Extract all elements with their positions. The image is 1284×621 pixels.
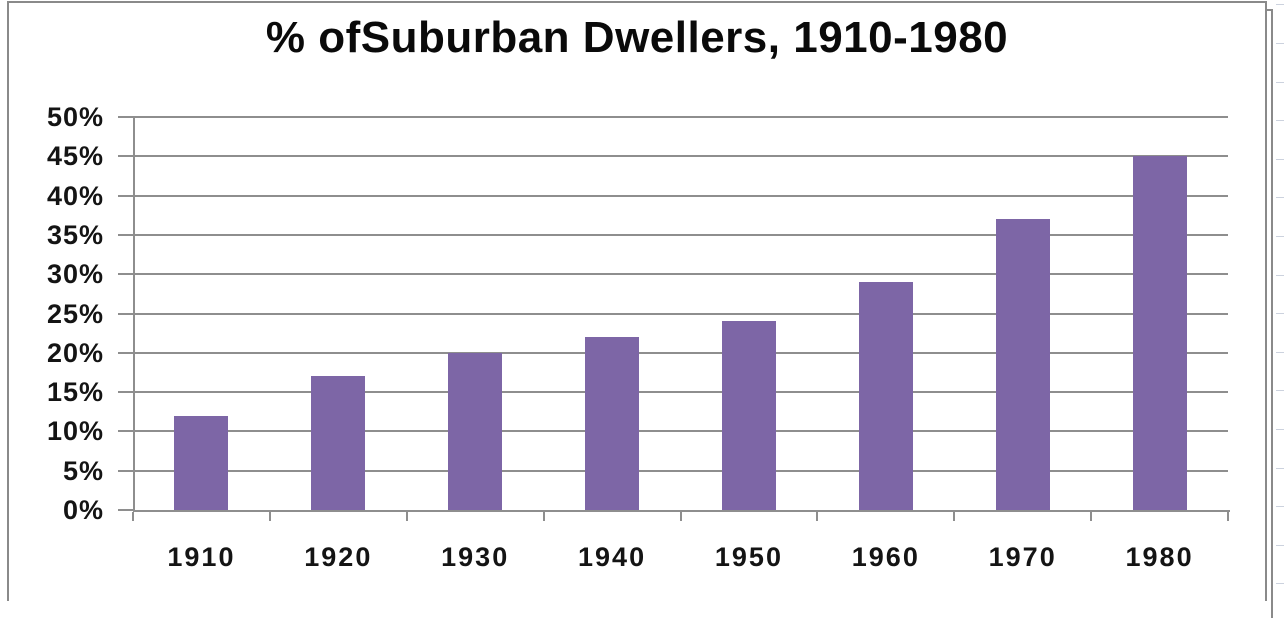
y-axis-tick xyxy=(118,469,133,472)
excel-row-gridline xyxy=(1276,120,1284,121)
y-gridline xyxy=(133,155,1228,158)
y-axis-line xyxy=(133,117,135,512)
chart-frame-right-edge-stub xyxy=(1267,9,1273,11)
chart-title: % ofSuburban Dwellers, 1910-1980 xyxy=(265,13,1009,62)
x-axis-label: 1920 xyxy=(304,542,373,572)
y-gridline xyxy=(133,312,1228,315)
x-axis-label: 1980 xyxy=(1125,542,1194,572)
y-axis-tick xyxy=(118,116,133,118)
y-gridline xyxy=(133,116,1228,118)
x-axis-line xyxy=(133,510,1230,512)
x-axis-tick xyxy=(132,512,134,521)
y-gridline xyxy=(133,391,1228,394)
y-gridline xyxy=(133,469,1228,472)
y-axis-tick xyxy=(118,155,133,158)
y-axis-tick xyxy=(118,273,133,276)
y-axis-label: 50% xyxy=(46,102,104,132)
y-gridline xyxy=(133,194,1228,197)
excel-row-gridline xyxy=(1276,43,1284,44)
y-axis-tick xyxy=(118,391,133,394)
x-axis-tick xyxy=(1090,512,1093,521)
x-axis-label: 1960 xyxy=(851,542,920,572)
bar-1930[interactable] xyxy=(448,352,503,510)
x-axis-label: 1930 xyxy=(441,542,510,572)
y-gridline xyxy=(133,351,1228,354)
bar-1910[interactable] xyxy=(174,415,229,510)
chart-frame-right-edge xyxy=(1271,9,1273,618)
y-axis-tick xyxy=(118,233,133,236)
excel-row-gridline xyxy=(1276,506,1284,507)
x-axis-tick xyxy=(1227,512,1229,521)
bar-1940[interactable] xyxy=(585,337,640,510)
excel-row-gridline xyxy=(1276,313,1284,314)
x-axis-tick xyxy=(405,512,408,521)
y-axis-label: 15% xyxy=(46,377,104,408)
excel-row-gridline xyxy=(1276,545,1284,546)
excel-row-gridline xyxy=(1276,236,1284,237)
excel-row-gridline xyxy=(1276,197,1284,198)
excel-row-gridline xyxy=(1276,429,1284,430)
x-axis-tick xyxy=(268,512,271,521)
bar-1920[interactable] xyxy=(311,376,366,510)
y-axis-tick xyxy=(118,430,133,433)
y-axis-label: 10% xyxy=(46,416,104,447)
y-axis-label: 30% xyxy=(46,259,104,290)
y-axis-label: 5% xyxy=(62,455,104,486)
y-axis-tick xyxy=(118,509,133,511)
excel-row-gridline xyxy=(1276,583,1284,584)
x-axis-label: 1970 xyxy=(988,542,1057,572)
excel-row-gridline xyxy=(1276,159,1284,160)
x-axis-tick xyxy=(542,512,545,521)
y-axis-label: 35% xyxy=(46,219,104,250)
excel-row-gridline xyxy=(1276,275,1284,276)
excel-row-gridline xyxy=(1276,4,1284,5)
excel-row-gridline xyxy=(1276,352,1284,353)
y-axis-tick xyxy=(118,194,133,197)
y-axis-label: 20% xyxy=(46,337,104,368)
y-axis-tick xyxy=(118,351,133,354)
x-axis-tick xyxy=(679,512,682,521)
y-gridline xyxy=(133,430,1228,433)
x-axis-tick xyxy=(953,512,956,521)
bar-1980[interactable] xyxy=(1132,156,1187,510)
x-axis-label: 1940 xyxy=(578,542,647,572)
bar-1960[interactable] xyxy=(858,282,913,510)
bar-1950[interactable] xyxy=(721,321,776,510)
excel-row-gridline xyxy=(1276,82,1284,83)
y-axis-label: 45% xyxy=(46,141,104,172)
y-axis-label: 0% xyxy=(62,495,104,525)
y-gridline xyxy=(133,233,1228,236)
y-gridline xyxy=(133,273,1228,276)
bar-1970[interactable] xyxy=(995,219,1050,510)
y-axis-label: 25% xyxy=(46,298,104,329)
y-axis-tick xyxy=(118,312,133,315)
x-axis-label: 1910 xyxy=(167,542,236,572)
y-axis-label: 40% xyxy=(46,180,104,211)
excel-row-gridline xyxy=(1276,468,1284,469)
x-axis-label: 1950 xyxy=(714,542,783,572)
excel-row-gridline xyxy=(1276,390,1284,391)
x-axis-tick xyxy=(816,512,819,521)
